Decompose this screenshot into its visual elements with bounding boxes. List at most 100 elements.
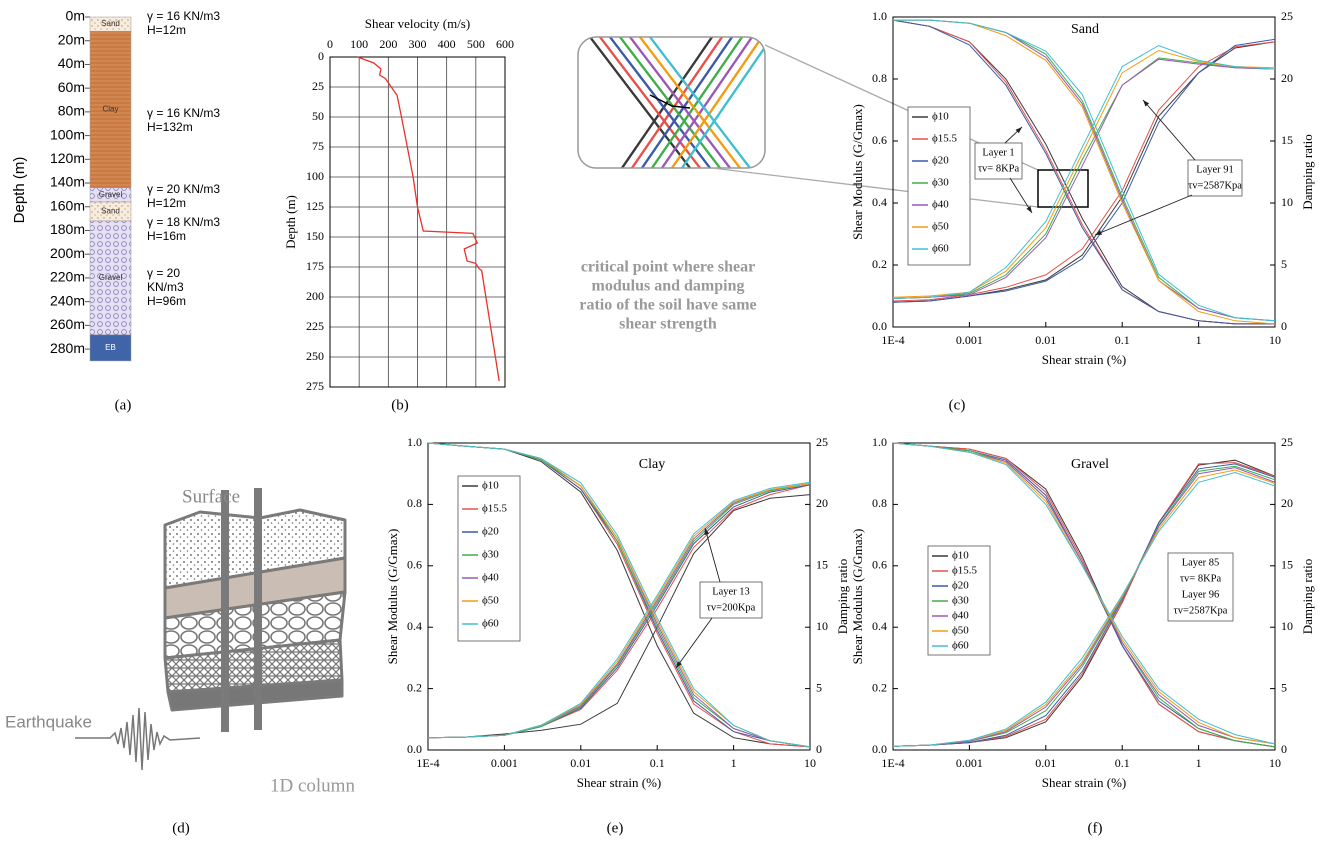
depth-tick-label: 80m [58, 103, 85, 119]
depth-tick-label: 260m [50, 316, 85, 332]
annotation-text: τv= 8KPa [1180, 573, 1222, 584]
damping-line [892, 471, 1276, 747]
inset-line [621, 37, 713, 168]
y-tick-label: 0.0 [872, 319, 887, 333]
inset-line [681, 37, 765, 168]
y2-tick-label: 25 [816, 435, 828, 449]
legend-label: ϕ10 [932, 111, 949, 123]
depth-tick-label: 180m [50, 221, 85, 237]
y-tick-label: 100 [306, 169, 324, 183]
x-tick-label: 0.001 [956, 756, 983, 770]
layer-annotation: H=16m [147, 229, 186, 243]
inset-critical-line [649, 94, 691, 109]
x-tick-label: 0.1 [650, 756, 665, 770]
modulus-line [892, 442, 1276, 745]
inset-note: modulus and damping [592, 278, 745, 295]
y2-tick-label: 0 [1281, 742, 1287, 756]
y2-axis-label: Damping ratio [1300, 559, 1315, 634]
y-tick-label: 0.2 [407, 680, 422, 694]
legend-label: ϕ10 [482, 480, 499, 492]
y-tick-label: 250 [306, 349, 324, 363]
y-tick-label: 0 [318, 49, 324, 63]
y-tick-label: 0.2 [872, 680, 887, 694]
inset-line [661, 37, 753, 168]
depth-tick-label: 200m [50, 245, 85, 261]
layer-annotation: γ = 20 [147, 266, 180, 280]
annotation-arrow [1009, 177, 1033, 214]
y-tick-label: 200 [306, 289, 324, 303]
x-tick-label: 300 [409, 37, 427, 51]
damping-line [892, 57, 1276, 299]
legend-label: ϕ50 [482, 595, 499, 607]
y-tick-label: 0.4 [872, 619, 887, 633]
annotation-arrow [1094, 194, 1193, 236]
x-tick-label: 200 [379, 37, 397, 51]
soil-layer [89, 220, 132, 336]
inset-note: ratio of the soil have same [579, 297, 756, 314]
seismic-wave [75, 707, 201, 771]
depth-tick-label: 220m [50, 269, 85, 285]
inset-line [671, 37, 763, 168]
layer-annotation: γ = 18 KN/m3 [147, 215, 220, 229]
modulus-line [427, 442, 811, 748]
y-tick-label: 0.4 [407, 619, 422, 633]
legend-label: ϕ60 [482, 618, 499, 630]
inset-line [641, 37, 733, 168]
arrow-head [676, 661, 682, 668]
y-tick-label: 0.0 [407, 742, 422, 756]
y2-tick-label: 20 [816, 496, 828, 510]
layer-annotation: KN/m3 [147, 280, 184, 294]
depth-tick-label: 240m [50, 292, 85, 308]
y-tick-label: 0.0 [872, 742, 887, 756]
inset-line [649, 37, 751, 168]
annotation-box [1187, 159, 1243, 197]
annotation-box [699, 581, 763, 619]
y2-tick-label: 10 [1281, 195, 1293, 209]
x-tick-label: 0.01 [570, 756, 591, 770]
annotation-text: τv=2587Kpa [1174, 605, 1228, 616]
annotation-box [1167, 552, 1234, 622]
chart-title: Clay [639, 457, 665, 472]
x-tick-label: 0 [327, 37, 333, 51]
layer-name: Sand [101, 19, 120, 28]
y2-tick-label: 15 [1281, 558, 1293, 572]
legend-label: ϕ30 [952, 595, 969, 607]
y2-tick-label: 0 [816, 742, 822, 756]
y2-tick-label: 25 [1281, 9, 1293, 23]
y-tick-label: 150 [306, 229, 324, 243]
layer-name: Gravel [99, 273, 123, 282]
annotation-arrow [704, 527, 721, 583]
y-tick-label: 275 [306, 379, 324, 393]
layer-name: Clay [102, 105, 118, 114]
y-tick-label: 0.8 [872, 71, 887, 85]
y2-tick-label: 5 [1281, 680, 1287, 694]
legend-label: ϕ50 [932, 221, 949, 233]
chart-title: Sand [1071, 22, 1099, 37]
x-tick-label: 10 [1269, 333, 1281, 347]
x-tick-label: 400 [438, 37, 456, 51]
y2-axis-label: Damping ratio [835, 559, 850, 634]
legend-label: ϕ10 [952, 550, 969, 562]
damping-line [427, 481, 811, 739]
x-tick-label: 500 [467, 37, 485, 51]
y-tick-label: 50 [312, 109, 324, 123]
layer-name: EB [105, 343, 116, 352]
chart-title: Gravel [1071, 457, 1109, 472]
layer-annotation: γ = 16 KN/m3 [147, 9, 220, 23]
diagram-label: Surface [182, 486, 240, 507]
legend-label: ϕ15.5 [932, 133, 958, 145]
y-tick-label: 0.6 [872, 133, 887, 147]
inset-line [651, 37, 743, 168]
depth-tick-label: 280m [50, 340, 85, 356]
soil-column-illustration [163, 488, 347, 732]
arrow-head [1026, 206, 1032, 213]
inset-line [619, 37, 721, 168]
x-tick-label: 1 [1196, 333, 1202, 347]
legend-label: ϕ15.5 [482, 503, 508, 515]
legend-label: ϕ40 [482, 572, 499, 584]
annotation-arrow [1142, 99, 1196, 161]
annotation-arrow [675, 617, 713, 669]
x-tick-label: 0.01 [1035, 333, 1056, 347]
y-axis-label: Depth (m) [283, 195, 298, 249]
